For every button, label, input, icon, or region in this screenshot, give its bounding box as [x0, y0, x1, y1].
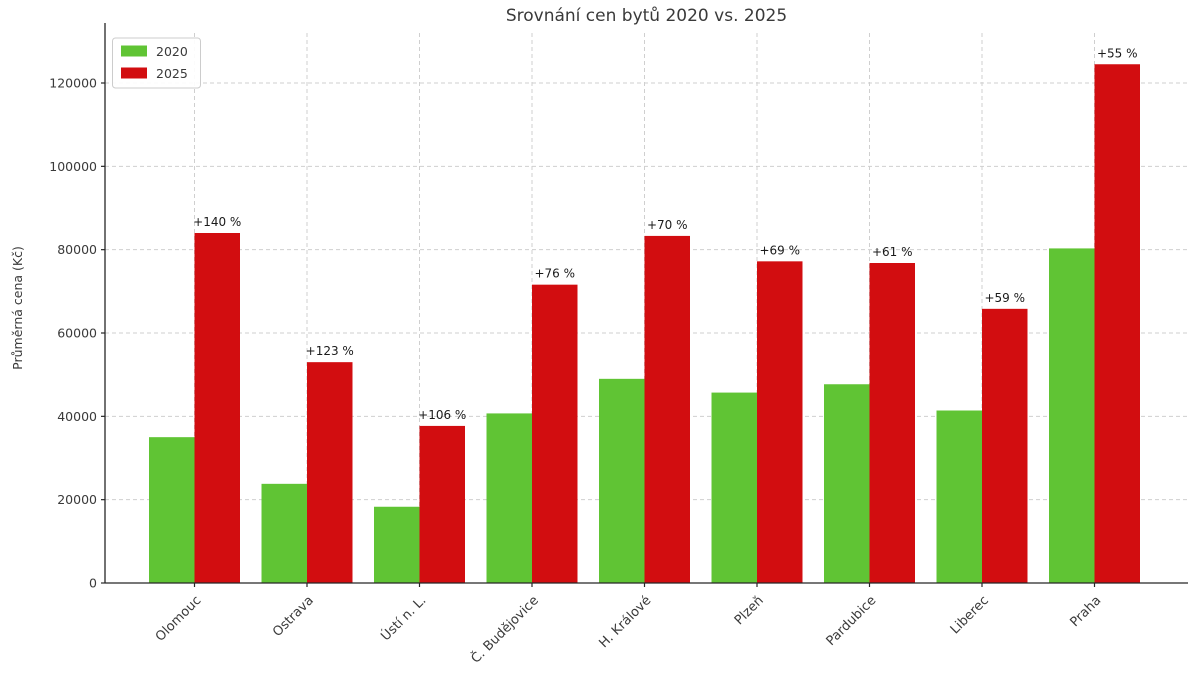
- x-tick-label: Olomouc: [153, 593, 204, 644]
- bar-2025: [194, 233, 240, 583]
- y-tick-label: 80000: [57, 242, 97, 257]
- legend-label-2025: 2025: [156, 66, 188, 81]
- bar-2020: [936, 410, 982, 583]
- bar-2025: [1094, 64, 1140, 583]
- bar-2020: [261, 483, 307, 583]
- x-tick-label: Liberec: [948, 593, 992, 637]
- bar-2025: [757, 261, 803, 583]
- x-tick-label: Ústí n. L.: [378, 593, 430, 645]
- growth-annotation: +59 %: [984, 291, 1025, 305]
- bar-layer: [149, 64, 1140, 583]
- growth-annotation: +106 %: [418, 408, 466, 422]
- bar-2020: [824, 384, 870, 583]
- bar-2025: [982, 308, 1028, 583]
- x-tick-label: Č. Budějovice: [468, 593, 542, 667]
- growth-annotation: +140 %: [193, 215, 241, 229]
- y-tick-label: 100000: [49, 159, 97, 174]
- bar-2020: [374, 506, 420, 583]
- y-tick-label: 20000: [57, 492, 97, 507]
- x-tick-label: H. Králové: [596, 593, 654, 651]
- x-tick-label: Praha: [1067, 593, 1104, 630]
- bar-2020: [599, 378, 645, 583]
- y-tick-label: 40000: [57, 409, 97, 424]
- bar-2025: [532, 284, 578, 583]
- growth-annotation: +55 %: [1097, 46, 1138, 60]
- legend-swatch-2025: [121, 67, 147, 79]
- x-tick-label: Pardubice: [824, 593, 880, 649]
- growth-annotation: +70 %: [647, 218, 688, 232]
- chart-title: Srovnání cen bytů 2020 vs. 2025: [505, 6, 788, 26]
- bar-2025: [307, 362, 353, 583]
- growth-annotation: +123 %: [306, 344, 354, 358]
- legend-swatch-2020: [121, 45, 147, 57]
- bar-2025: [419, 425, 465, 583]
- bar-2025: [644, 235, 690, 583]
- y-tick-label: 60000: [57, 326, 97, 341]
- x-tick-label: Ostrava: [270, 593, 317, 640]
- legend: 2020 2025: [112, 37, 201, 89]
- bar-2025: [869, 263, 915, 583]
- annotation-layer: +140 % +123 % +106 % +76 % +70 % +69 % +61 % +5…: [193, 46, 1137, 422]
- growth-annotation: +76 %: [534, 267, 575, 281]
- bar-2020: [149, 437, 195, 583]
- bar-2020: [486, 413, 532, 583]
- bar-2020: [1049, 248, 1095, 583]
- bar-2020: [711, 392, 757, 583]
- x-tick-label: Plzeň: [732, 593, 767, 628]
- y-tick-label: 0: [89, 576, 97, 591]
- legend-label-2020: 2020: [156, 44, 188, 59]
- growth-annotation: +61 %: [872, 245, 913, 259]
- y-axis-title: Průměrná cena (Kč): [10, 246, 25, 370]
- y-tick-label: 120000: [49, 76, 97, 91]
- growth-annotation: +69 %: [759, 243, 800, 257]
